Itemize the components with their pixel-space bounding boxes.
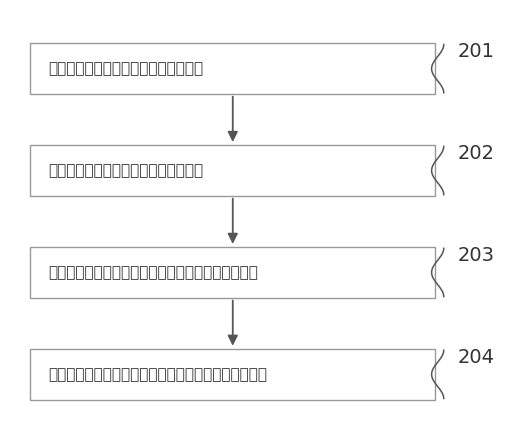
FancyBboxPatch shape (30, 145, 434, 196)
Text: 对经过分离处理后的上行信号进行放大及转换处理；: 对经过分离处理后的上行信号进行放大及转换处理； (48, 265, 258, 280)
Text: 对不同频率的上行信号进行分离处理；: 对不同频率的上行信号进行分离处理； (48, 163, 203, 178)
Text: 203: 203 (457, 246, 494, 265)
Text: 201: 201 (457, 42, 494, 61)
Text: 将上行数字中频信号进行合路处理并发送至各个系统。: 将上行数字中频信号进行合路处理并发送至各个系统。 (48, 367, 267, 382)
Text: 204: 204 (457, 348, 494, 367)
FancyBboxPatch shape (30, 43, 434, 94)
Text: 经射频端口接收不同频率的上行信号；: 经射频端口接收不同频率的上行信号； (48, 61, 203, 76)
Text: 202: 202 (457, 144, 494, 163)
FancyBboxPatch shape (30, 349, 434, 400)
FancyBboxPatch shape (30, 247, 434, 298)
